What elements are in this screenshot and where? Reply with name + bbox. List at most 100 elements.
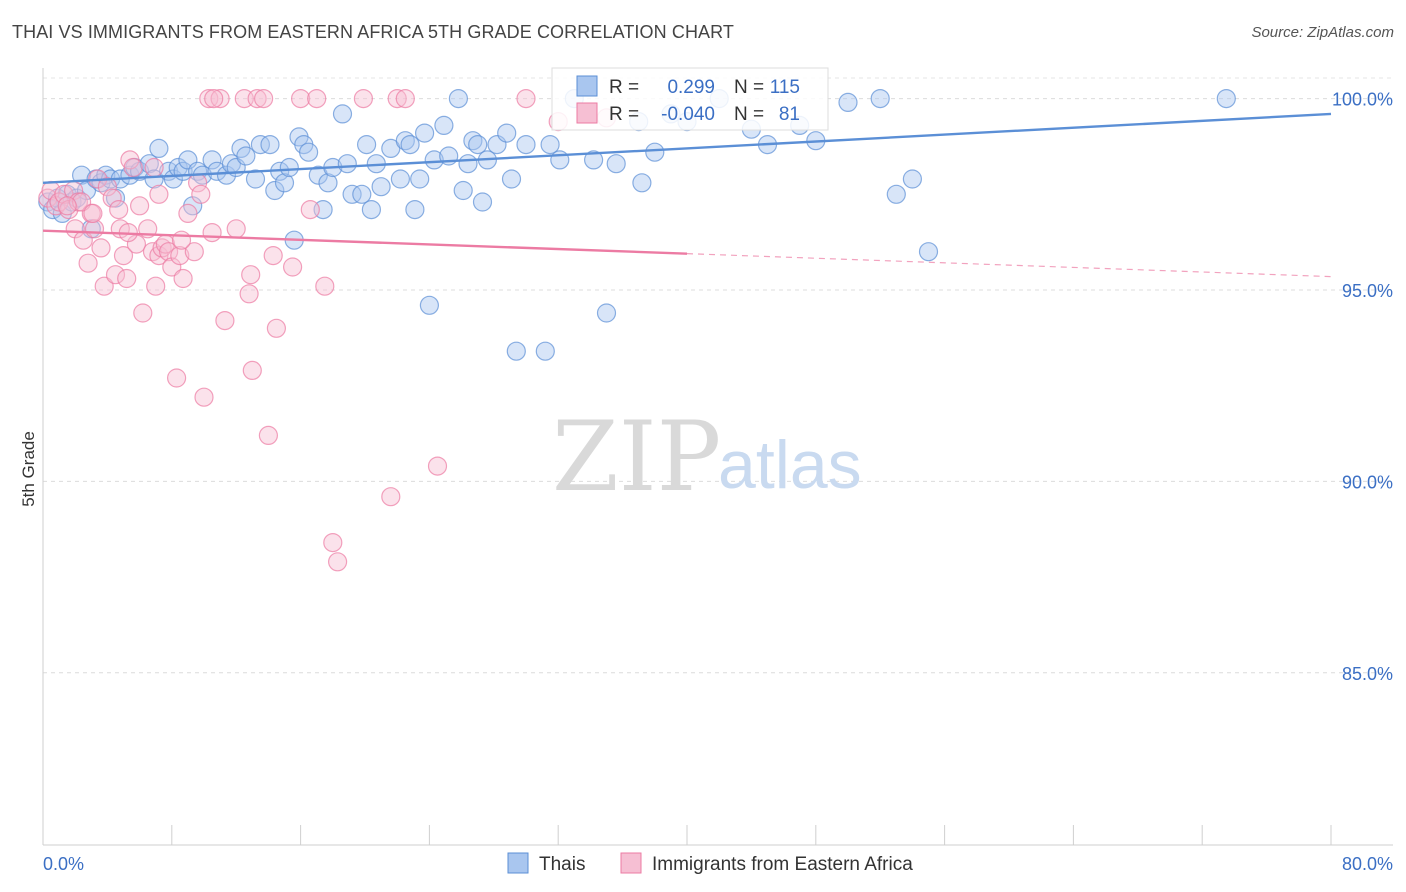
eafrica-point	[307, 88, 327, 109]
thai-point	[400, 135, 420, 155]
thai-point	[371, 177, 391, 197]
stats-box: R = 0.299 N = 115 R = -0.040 N = 81	[551, 67, 829, 131]
thai-point	[405, 200, 425, 220]
eafrica-point	[254, 88, 274, 109]
stats-n-label-eafrica: N =	[734, 104, 764, 125]
x-tick-label-min: 0.0%	[43, 854, 84, 874]
thai-point	[216, 165, 237, 185]
eafrica-point	[167, 368, 187, 388]
thai-point	[472, 192, 493, 212]
eafrica-point	[300, 200, 320, 220]
eafrica-point	[146, 276, 166, 296]
eafrica-point	[91, 238, 111, 258]
thai-point	[468, 135, 488, 155]
eafrica-point	[258, 425, 278, 445]
thai-point	[342, 184, 362, 204]
legend-label-eafrica: Immigrants from Eastern Africa	[652, 854, 913, 875]
thai-point	[202, 150, 222, 170]
legend-label-thais: Thais	[539, 854, 585, 875]
thai-point	[260, 135, 280, 155]
eafrica-point	[247, 88, 267, 109]
thai-point	[501, 169, 522, 189]
eafrica-point	[315, 276, 335, 296]
x-tick-label-max: 80.0%	[1342, 854, 1393, 874]
eafrica-point	[130, 196, 150, 216]
eafrica-point	[215, 311, 235, 331]
chart-source: Source: ZipAtlas.com	[1251, 24, 1394, 41]
eafrica-point	[178, 203, 198, 223]
eafrica-point	[105, 265, 126, 285]
eafrica-point	[159, 242, 179, 262]
eafrica-point	[242, 360, 262, 380]
thai-point	[506, 341, 526, 361]
thai-point	[918, 242, 939, 262]
eafrica-point	[113, 246, 134, 266]
thai-point	[453, 180, 473, 201]
legend-swatch-eafrica	[620, 852, 642, 874]
thai-point	[332, 104, 353, 124]
stats-r-value-eafrica: -0.040	[661, 104, 715, 125]
thai-point	[357, 135, 377, 155]
thai-point	[410, 169, 430, 189]
eafrica-point	[210, 88, 230, 109]
eafrica-point	[226, 219, 246, 239]
thai-point	[274, 173, 295, 193]
eafrica-trend-line	[42, 229, 688, 255]
thai-point	[583, 150, 604, 170]
eafrica-point	[170, 246, 190, 266]
eafrica-point	[266, 318, 286, 338]
stats-swatch-thais	[576, 75, 598, 97]
thai-point	[535, 341, 555, 361]
thai-point	[236, 146, 256, 166]
thai-point	[424, 150, 444, 170]
stats-n-value-thais: 115	[770, 77, 800, 98]
thai-point	[458, 154, 478, 174]
eafrica-point	[144, 157, 164, 178]
thai-point	[299, 142, 319, 162]
thai-point	[149, 138, 169, 158]
thai-point	[606, 154, 626, 174]
stats-r-value-thais: 0.299	[667, 77, 715, 98]
eafrica-point	[263, 246, 283, 266]
eafrica-trend-line-extension	[686, 253, 1332, 278]
eafrica-point	[199, 88, 219, 109]
thai-point	[550, 150, 570, 170]
eafrica-point	[162, 257, 182, 277]
eafrica-point	[239, 284, 259, 304]
eafrica-point	[387, 88, 407, 109]
stats-r-label-eafrica: R =	[609, 104, 639, 125]
thai-point	[540, 135, 560, 155]
eafrica-point	[191, 184, 211, 204]
thai-point	[279, 157, 299, 178]
legend: Thais Immigrants from Eastern Africa	[507, 852, 913, 875]
trend-layer	[42, 112, 1332, 278]
eafrica-point	[97, 177, 118, 197]
thai-point	[838, 92, 858, 113]
eafrica-point	[381, 487, 401, 507]
eafrica-point	[149, 246, 169, 266]
thai-point	[434, 115, 454, 136]
y-axis-title: 5th Grade	[19, 431, 38, 507]
y-tick-label: 90.0%	[1342, 472, 1393, 492]
eafrica-point	[323, 532, 343, 553]
thai-point	[419, 295, 439, 315]
eafrica-point	[241, 265, 261, 285]
eafrica-point	[283, 257, 303, 277]
thai-point	[245, 169, 266, 189]
thai-point	[390, 169, 410, 189]
y-tick-label: 95.0%	[1342, 281, 1393, 301]
stats-n-label-thais: N =	[734, 77, 764, 98]
thai-point	[265, 180, 285, 201]
axis-layer: 100.0% 95.0% 90.0% 85.0%	[42, 68, 1393, 846]
thai-point	[902, 169, 923, 189]
eafrica-point	[184, 242, 204, 262]
eafrica-point	[328, 552, 348, 572]
eafrica-point	[427, 456, 448, 476]
eafrica-point	[102, 188, 122, 208]
eafrica-point	[83, 203, 103, 223]
thai-point	[596, 303, 617, 323]
thai-point	[645, 142, 665, 162]
thai-point	[448, 88, 468, 109]
eafrica-point	[171, 230, 192, 250]
thai-point	[318, 173, 338, 193]
